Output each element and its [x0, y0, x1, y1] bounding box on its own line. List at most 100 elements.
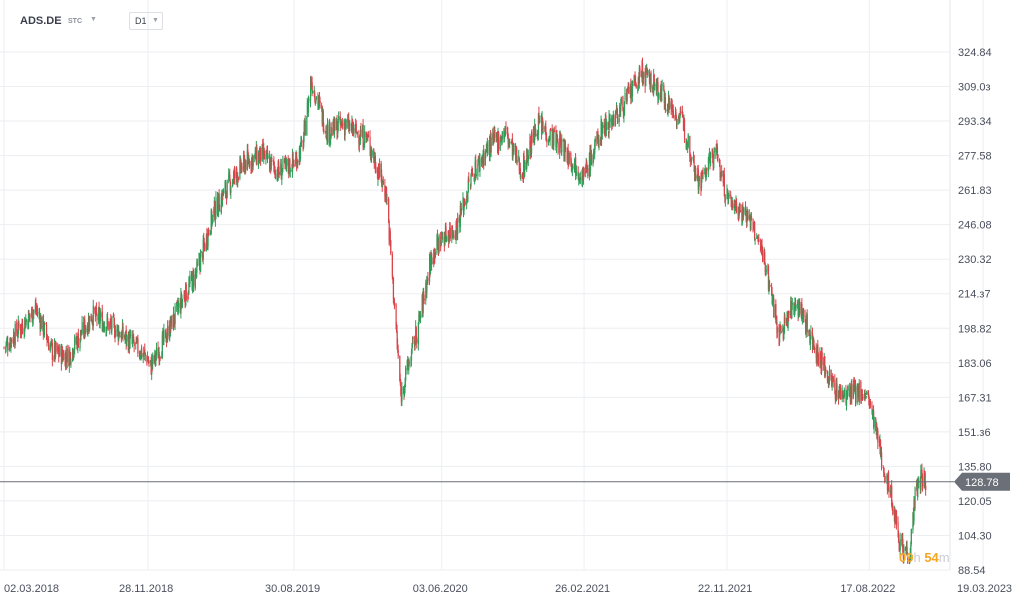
candle-body — [444, 238, 446, 245]
candle-body — [869, 401, 872, 407]
candle-body — [206, 233, 208, 247]
candle-body — [184, 295, 186, 301]
candle-body — [260, 147, 262, 161]
candle-body — [560, 137, 562, 145]
candle-body — [213, 206, 215, 217]
x-tick-label: 03.06.2020 — [413, 583, 468, 595]
candle-body — [252, 155, 254, 167]
candle-body — [507, 127, 509, 137]
candle-body — [356, 132, 358, 135]
candle-body — [867, 390, 869, 395]
candle-body — [834, 379, 836, 390]
candle-body — [898, 534, 900, 543]
candle-body — [756, 237, 758, 239]
candle-body — [169, 335, 171, 339]
candle-body — [622, 96, 624, 110]
candle-body — [795, 305, 797, 308]
candle-body — [535, 134, 537, 136]
candle-body — [79, 338, 81, 349]
candle-body — [362, 124, 364, 147]
candle-body — [698, 176, 701, 182]
candle-body — [672, 110, 675, 118]
candle-body — [549, 129, 551, 141]
candle-body — [713, 154, 715, 169]
candle-body — [315, 100, 317, 104]
candle-body — [381, 174, 383, 186]
candle-body — [40, 317, 42, 329]
candle-body — [817, 353, 820, 365]
x-axis: 02.03.2018 28.11.2018 30.08.2019 03.06.2020… — [4, 583, 1012, 595]
candle-body — [470, 175, 472, 187]
candle-body — [568, 152, 570, 164]
candle-body — [222, 189, 225, 197]
candle-body — [411, 344, 413, 354]
candle-body — [563, 139, 565, 156]
candle-body — [624, 93, 626, 101]
candle-body — [85, 328, 87, 332]
symbol-label[interactable]: ADS.DE — [20, 15, 62, 27]
timeframe-select[interactable]: D1 ▼ — [129, 12, 163, 30]
candle-body — [631, 80, 634, 97]
candle-countdown: 09h 54m — [899, 550, 950, 565]
candle-body — [341, 122, 344, 127]
candle-body — [690, 159, 693, 163]
candle-body — [914, 487, 916, 509]
candle-body — [36, 311, 39, 314]
candle-body — [707, 157, 710, 172]
candle-body — [557, 142, 559, 153]
candle-body — [334, 118, 336, 131]
candle-body — [129, 335, 131, 349]
candle-body — [393, 302, 396, 307]
candle-body — [783, 334, 785, 340]
chevron-down-icon[interactable]: ▼ — [90, 16, 97, 23]
candle-body — [457, 218, 459, 235]
candle-body — [234, 171, 236, 178]
current-price-line: 128.78 — [0, 472, 1010, 491]
candle-body — [329, 122, 331, 143]
candle-body — [775, 304, 777, 323]
candle-body — [365, 132, 367, 138]
candle-body — [256, 147, 258, 165]
candle-body — [745, 205, 747, 213]
candle-body — [388, 199, 390, 223]
candle-body — [19, 328, 22, 334]
candle-body — [571, 170, 574, 172]
candle-body — [825, 368, 827, 372]
candle-body — [303, 137, 305, 148]
candle-body — [910, 529, 912, 544]
current-price-label: 128.78 — [965, 477, 999, 489]
candle-body — [561, 139, 563, 153]
candle-body — [209, 232, 211, 234]
candle-body — [327, 124, 329, 143]
candle-body — [903, 547, 905, 558]
source-label[interactable]: STC — [68, 18, 82, 25]
candle-body — [913, 499, 915, 521]
candle-body — [468, 178, 470, 183]
candle-body — [832, 376, 834, 382]
candle-body — [526, 149, 528, 161]
candle-body — [905, 547, 907, 549]
candle-body — [483, 150, 485, 166]
candle-body — [74, 336, 76, 350]
candle-body — [219, 210, 221, 212]
candle-body — [742, 214, 745, 218]
candle-body — [42, 315, 45, 335]
candle-body — [45, 324, 48, 337]
candle-body — [311, 82, 313, 93]
current-price-label-bg — [954, 472, 1010, 491]
candle-body — [386, 199, 388, 201]
candle-body — [897, 522, 899, 534]
candle-body — [417, 323, 420, 345]
candle-body — [754, 222, 756, 240]
candle-body — [445, 236, 448, 243]
candle-body — [402, 388, 405, 391]
candle-body — [484, 153, 486, 165]
candle-body — [230, 186, 232, 193]
candle-body — [693, 155, 695, 168]
candle-body — [583, 168, 585, 176]
candle-body — [87, 327, 89, 332]
chevron-down-icon: ▼ — [152, 17, 159, 24]
candle-body — [433, 249, 435, 259]
candle-body — [768, 281, 771, 286]
